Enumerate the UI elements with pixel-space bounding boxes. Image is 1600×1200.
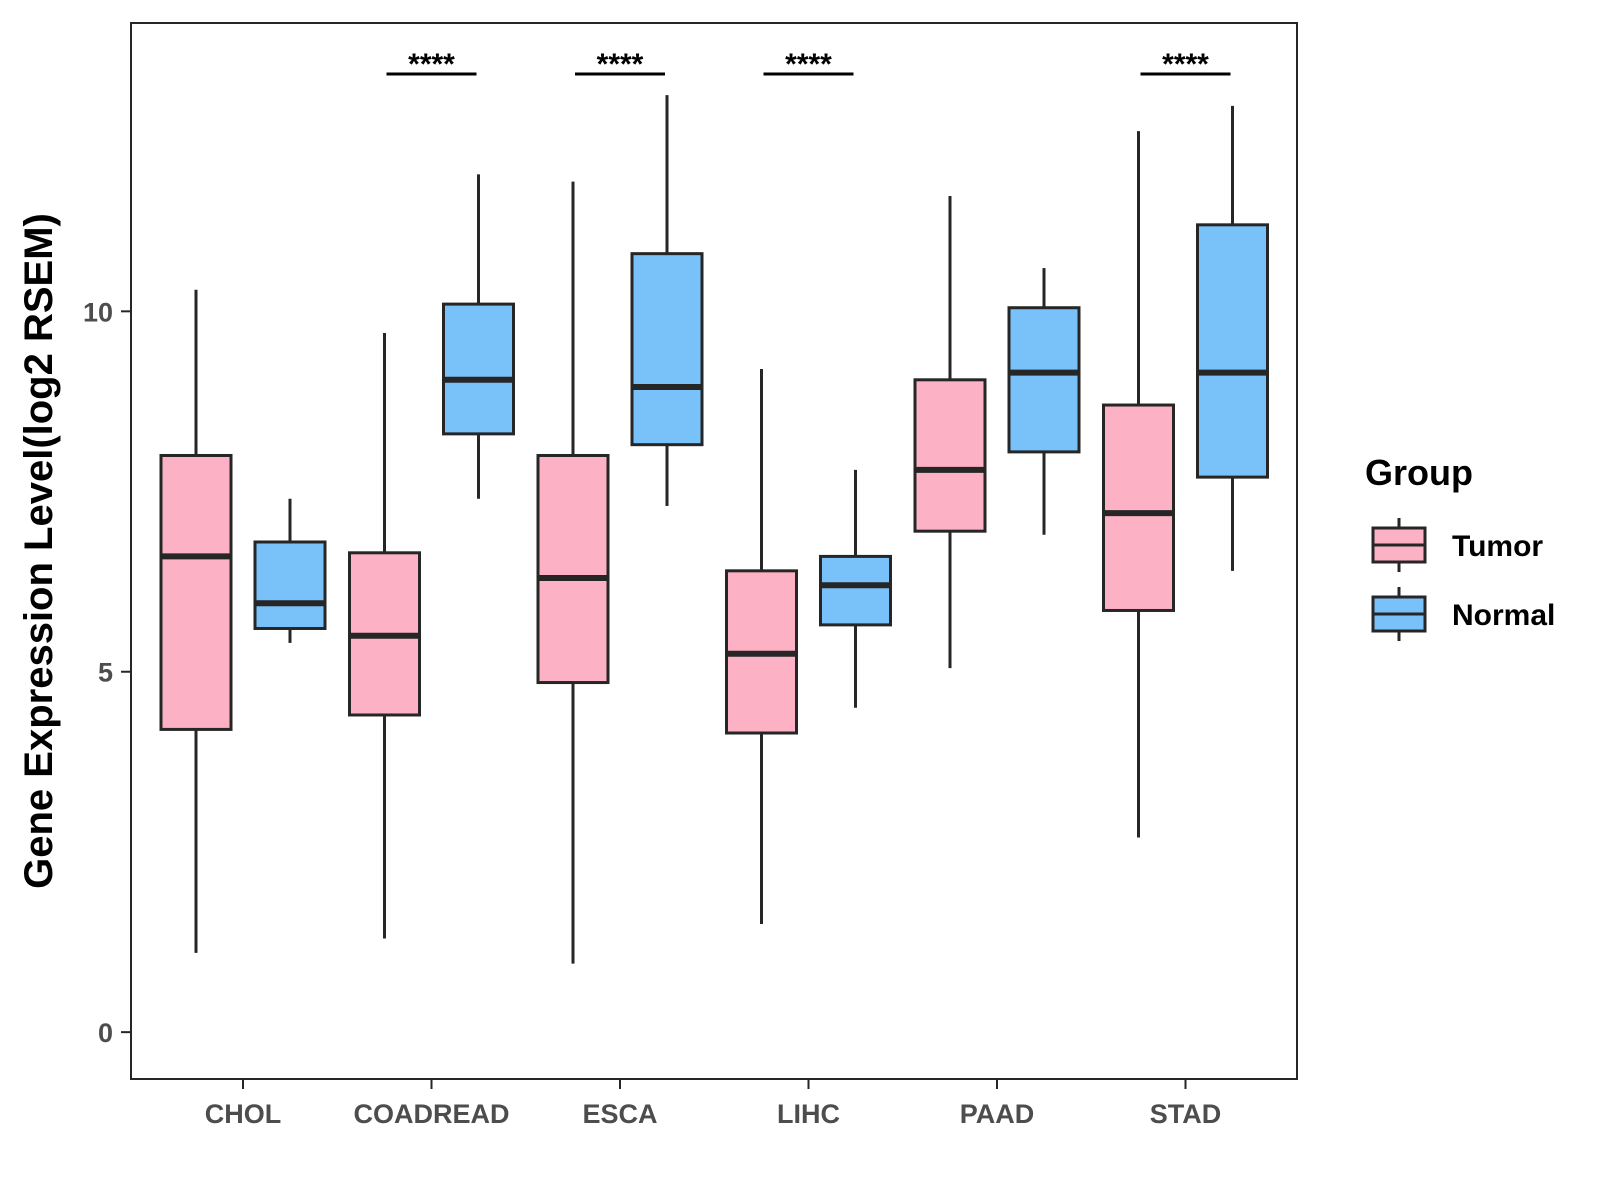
x-tick-label: PAAD bbox=[960, 1099, 1035, 1129]
box-normal-esca bbox=[630, 95, 704, 506]
iqr-box bbox=[159, 453, 233, 731]
significance-label: **** bbox=[408, 48, 455, 81]
iqr-box bbox=[253, 540, 327, 630]
iqr-box bbox=[913, 378, 987, 533]
significance-label: **** bbox=[1162, 48, 1209, 81]
box-normal-stad bbox=[1196, 105, 1269, 571]
x-axis: CHOL COADREAD ESCA LIHC PAAD STAD bbox=[205, 1079, 1222, 1129]
x-tick-label: ESCA bbox=[582, 1099, 657, 1129]
legend-entry-normal: Normal bbox=[1371, 587, 1555, 641]
y-axis-title: Gene Expression Level(log2 RSEM) bbox=[17, 213, 61, 889]
legend-label-tumor: Tumor bbox=[1452, 530, 1543, 563]
box-tumor-esca bbox=[536, 181, 610, 964]
iqr-box bbox=[1196, 223, 1269, 479]
box-normal-chol bbox=[253, 498, 327, 643]
box-tumor-lihc bbox=[725, 368, 798, 925]
iqr-box bbox=[630, 252, 704, 447]
significance-label: **** bbox=[597, 48, 644, 81]
iqr-box bbox=[442, 302, 515, 436]
x-tick-label: COADREAD bbox=[353, 1099, 509, 1129]
x-tick-label: CHOL bbox=[205, 1099, 282, 1129]
y-axis: 0 5 10 bbox=[83, 297, 131, 1048]
iqr-box bbox=[1007, 306, 1081, 454]
box-series bbox=[159, 95, 1269, 964]
x-tick-label: LIHC bbox=[777, 1099, 840, 1129]
legend: Group Tumor Normal bbox=[1365, 452, 1555, 641]
y-tick-label: 5 bbox=[98, 658, 113, 688]
box-tumor-chol bbox=[159, 289, 233, 953]
box-normal-coadread bbox=[442, 174, 515, 499]
box-normal-lihc bbox=[819, 469, 892, 708]
legend-label-normal: Normal bbox=[1452, 599, 1555, 632]
iqr-box bbox=[819, 554, 892, 627]
box-tumor-stad bbox=[1102, 131, 1175, 838]
box-normal-paad bbox=[1007, 268, 1081, 535]
y-tick-label: 0 bbox=[98, 1018, 113, 1048]
legend-entry-tumor: Tumor bbox=[1371, 518, 1543, 572]
significance-label: **** bbox=[785, 48, 832, 81]
box-tumor-paad bbox=[913, 195, 987, 669]
box-tumor-coadread bbox=[348, 332, 421, 939]
significance-annotations: **** **** **** **** bbox=[386, 48, 1231, 81]
legend-title: Group bbox=[1365, 452, 1473, 493]
x-tick-label: STAD bbox=[1150, 1099, 1222, 1129]
iqr-box bbox=[536, 453, 610, 685]
iqr-box bbox=[1102, 403, 1175, 612]
y-tick-label: 10 bbox=[83, 297, 113, 327]
